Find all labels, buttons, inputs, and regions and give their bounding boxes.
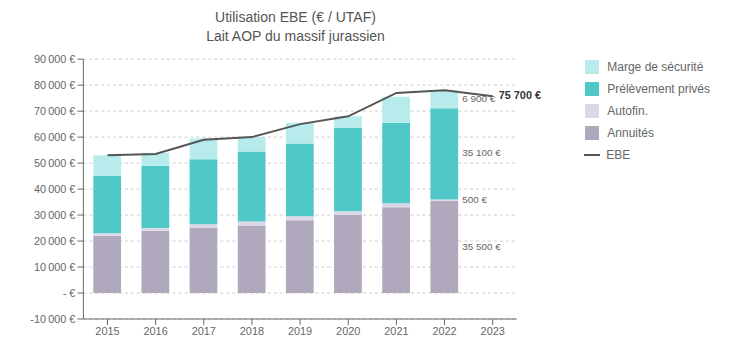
svg-text:500 €: 500 €: [462, 194, 487, 205]
svg-text:75 700 €: 75 700 €: [499, 89, 541, 101]
svg-text:60 000 €: 60 000 €: [34, 131, 76, 143]
svg-text:10 000 €: 10 000 €: [34, 261, 76, 273]
html-text:Marge de sécurité: Marge de sécurité: [607, 60, 704, 74]
svg-text:90 000 €: 90 000 €: [34, 53, 76, 65]
html-text:EBE: EBE: [606, 148, 631, 162]
html-text:Autofin.: Autofin.: [607, 104, 648, 118]
svg-text:35 100 €: 35 100 €: [462, 147, 501, 158]
svg-text:50 000 €: 50 000 €: [34, 157, 76, 169]
svg-text:6 900 €: 6 900 €: [462, 93, 496, 104]
svg-text:70 000 €: 70 000 €: [34, 105, 76, 117]
html-text:Prélèvement privés: Prélèvement privés: [607, 82, 710, 96]
svg-text:-10 000 €: -10 000 €: [30, 313, 75, 325]
svg-text:2016: 2016: [143, 325, 167, 337]
svg-text:2019: 2019: [288, 325, 312, 337]
svg-text:2017: 2017: [192, 325, 216, 337]
svg-text:2022: 2022: [432, 325, 456, 337]
svg-text:30 000 €: 30 000 €: [34, 209, 76, 221]
svg-text:2021: 2021: [384, 325, 408, 337]
svg-text:2018: 2018: [240, 325, 264, 337]
svg-text:35 500 €: 35 500 €: [462, 241, 501, 252]
svg-text:- €: - €: [63, 287, 76, 299]
svg-text:2020: 2020: [336, 325, 360, 337]
svg-text:20 000 €: 20 000 €: [34, 235, 76, 247]
html-text:Utilisation EBE (€ / UTAF): Utilisation EBE (€ / UTAF): [215, 9, 376, 25]
html-text:Lait AOP du massif jurassien: Lait AOP du massif jurassien: [206, 28, 385, 44]
svg-text:80 000 €: 80 000 €: [34, 79, 76, 91]
svg-text:40 000 €: 40 000 €: [34, 183, 76, 195]
svg-text:2015: 2015: [95, 325, 119, 337]
svg-text:2023: 2023: [481, 325, 505, 337]
html-text:Annuités: Annuités: [607, 126, 654, 140]
